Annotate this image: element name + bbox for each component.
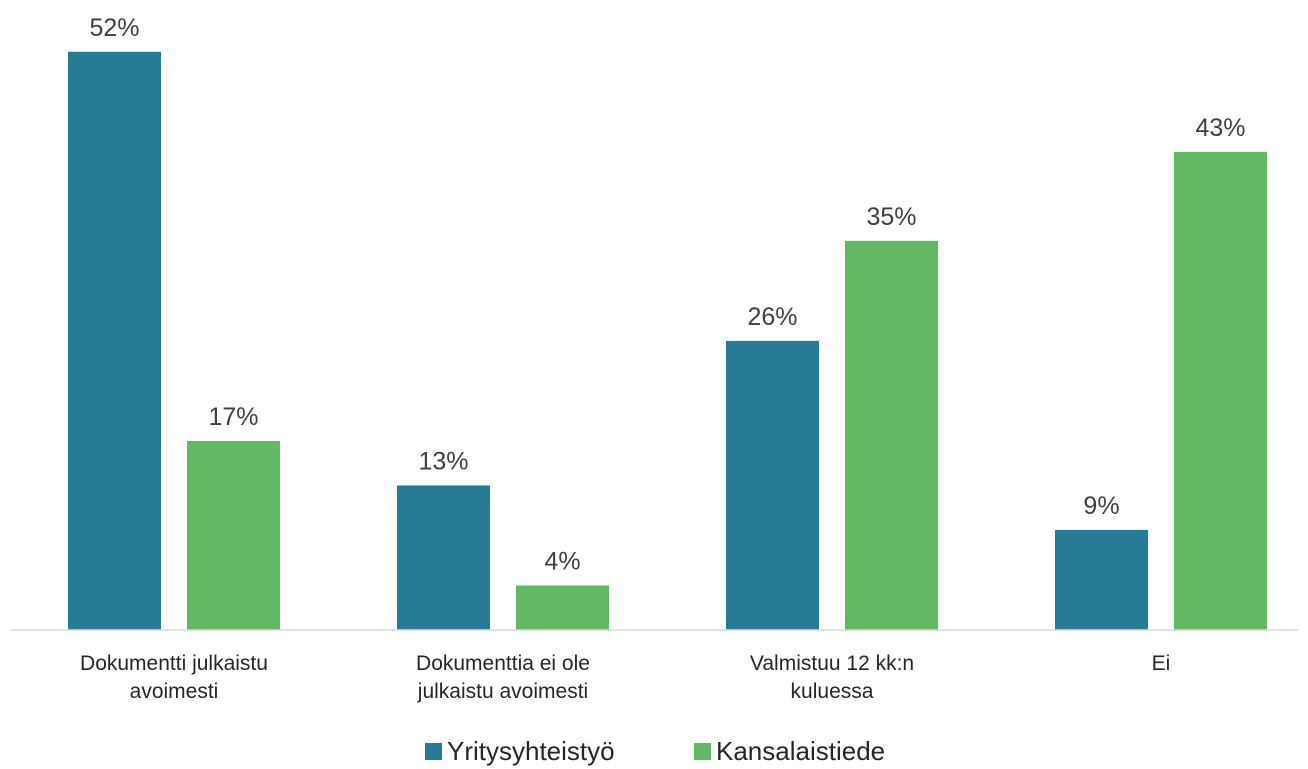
data-label: 13% [418,447,468,475]
bar [1174,151,1267,630]
bar [1055,529,1148,630]
data-label: 26% [747,303,797,331]
x-tick-label: Dokumentti julkaistu avoimesti [80,652,268,703]
data-label: 17% [208,403,258,431]
x-tick-label: Valmistuu 12 kk:n kuluessa [749,652,915,703]
legend-label: Yritysyhteistyö [447,736,615,766]
legend-swatch [694,743,711,760]
bar [516,585,609,630]
legend-swatch [425,743,442,760]
bar [845,240,938,631]
data-label: 9% [1083,492,1119,520]
data-label: 35% [866,203,916,231]
data-label: 43% [1195,114,1245,142]
bar [726,340,819,630]
bar [187,440,280,630]
data-label: 4% [544,548,580,576]
bar [397,485,490,630]
legend-label: Kansalaistiede [716,736,885,766]
x-tick-label: Dokumenttia ei ole julkaistu avoimesti [416,652,590,703]
x-tick-label: Ei [1151,652,1171,675]
bar [68,51,161,630]
data-label: 52% [89,14,139,42]
